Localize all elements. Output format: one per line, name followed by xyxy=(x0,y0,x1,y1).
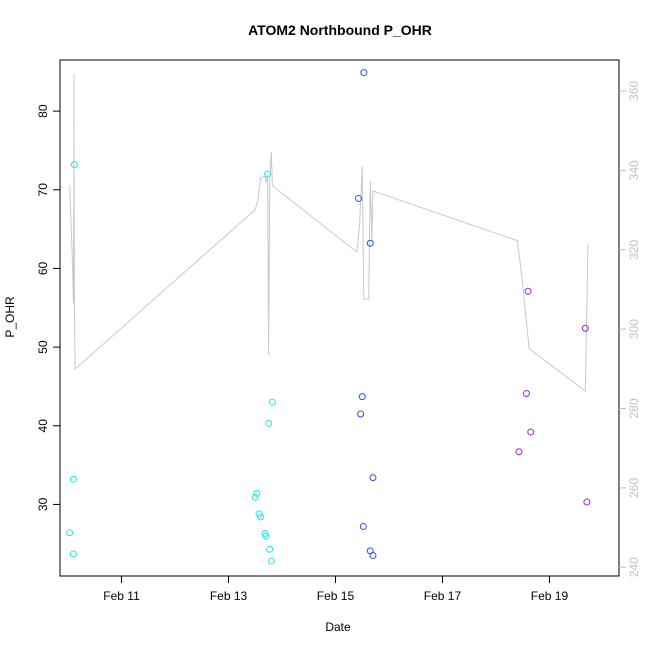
y2-tick-label: 360 xyxy=(627,81,641,101)
y-tick-label: 30 xyxy=(36,497,50,511)
x-tick-label: Feb 11 xyxy=(103,589,140,603)
data-point xyxy=(268,398,276,406)
data-point xyxy=(522,390,530,398)
data-point xyxy=(267,557,275,565)
scatter-series xyxy=(66,69,591,565)
chart-title: ATOM2 Northbound P_OHR xyxy=(248,22,432,38)
data-point xyxy=(360,69,368,77)
data-point xyxy=(359,522,367,530)
data-point xyxy=(581,324,589,332)
data-point xyxy=(369,552,377,560)
x-tick-label: Feb 17 xyxy=(424,589,462,603)
data-point xyxy=(265,419,273,427)
data-point xyxy=(253,489,261,497)
data-point xyxy=(358,393,366,401)
y-tick-label: 80 xyxy=(36,104,50,118)
data-point xyxy=(70,161,78,169)
y2-tick-label: 280 xyxy=(627,398,641,418)
y2-tick-label: 320 xyxy=(627,239,641,259)
y-axis-label: P_OHR xyxy=(3,296,17,338)
data-point xyxy=(266,545,274,553)
data-point xyxy=(366,239,374,247)
data-point xyxy=(66,529,74,537)
x-tick-label: Feb 19 xyxy=(531,589,569,603)
x-tick-label: Feb 13 xyxy=(210,589,248,603)
data-point xyxy=(262,532,270,540)
data-point xyxy=(583,498,591,506)
data-point xyxy=(515,448,523,456)
plot-frame xyxy=(59,59,620,577)
data-point xyxy=(251,493,259,501)
y2-tick-label: 260 xyxy=(627,478,641,498)
y-tick-label: 40 xyxy=(36,419,50,433)
line-series xyxy=(69,74,589,392)
data-point xyxy=(257,513,265,521)
y2-tick-label: 340 xyxy=(627,160,641,180)
y-axis-left: 30 40 50 60 70 80 xyxy=(36,104,60,511)
y2-tick-label: 240 xyxy=(627,557,641,577)
x-axis: Feb 11 Feb 13 Feb 15 Feb 17 Feb 19 xyxy=(103,576,568,603)
y-axis-right: 240 260 280 300 320 340 360 xyxy=(619,81,641,577)
data-point xyxy=(369,474,377,482)
data-point xyxy=(527,428,535,436)
y-tick-label: 70 xyxy=(36,183,50,197)
data-point xyxy=(524,287,532,295)
line-series-path xyxy=(69,74,589,392)
y2-tick-label: 300 xyxy=(627,319,641,339)
data-point xyxy=(357,410,365,418)
data-point xyxy=(69,550,77,558)
x-tick-label: Feb 15 xyxy=(317,589,355,603)
y-tick-label: 50 xyxy=(36,340,50,354)
data-point xyxy=(354,194,362,202)
y-tick-label: 60 xyxy=(36,261,50,275)
data-point xyxy=(69,475,77,483)
x-axis-label: Date xyxy=(325,620,351,634)
data-point xyxy=(264,170,272,178)
